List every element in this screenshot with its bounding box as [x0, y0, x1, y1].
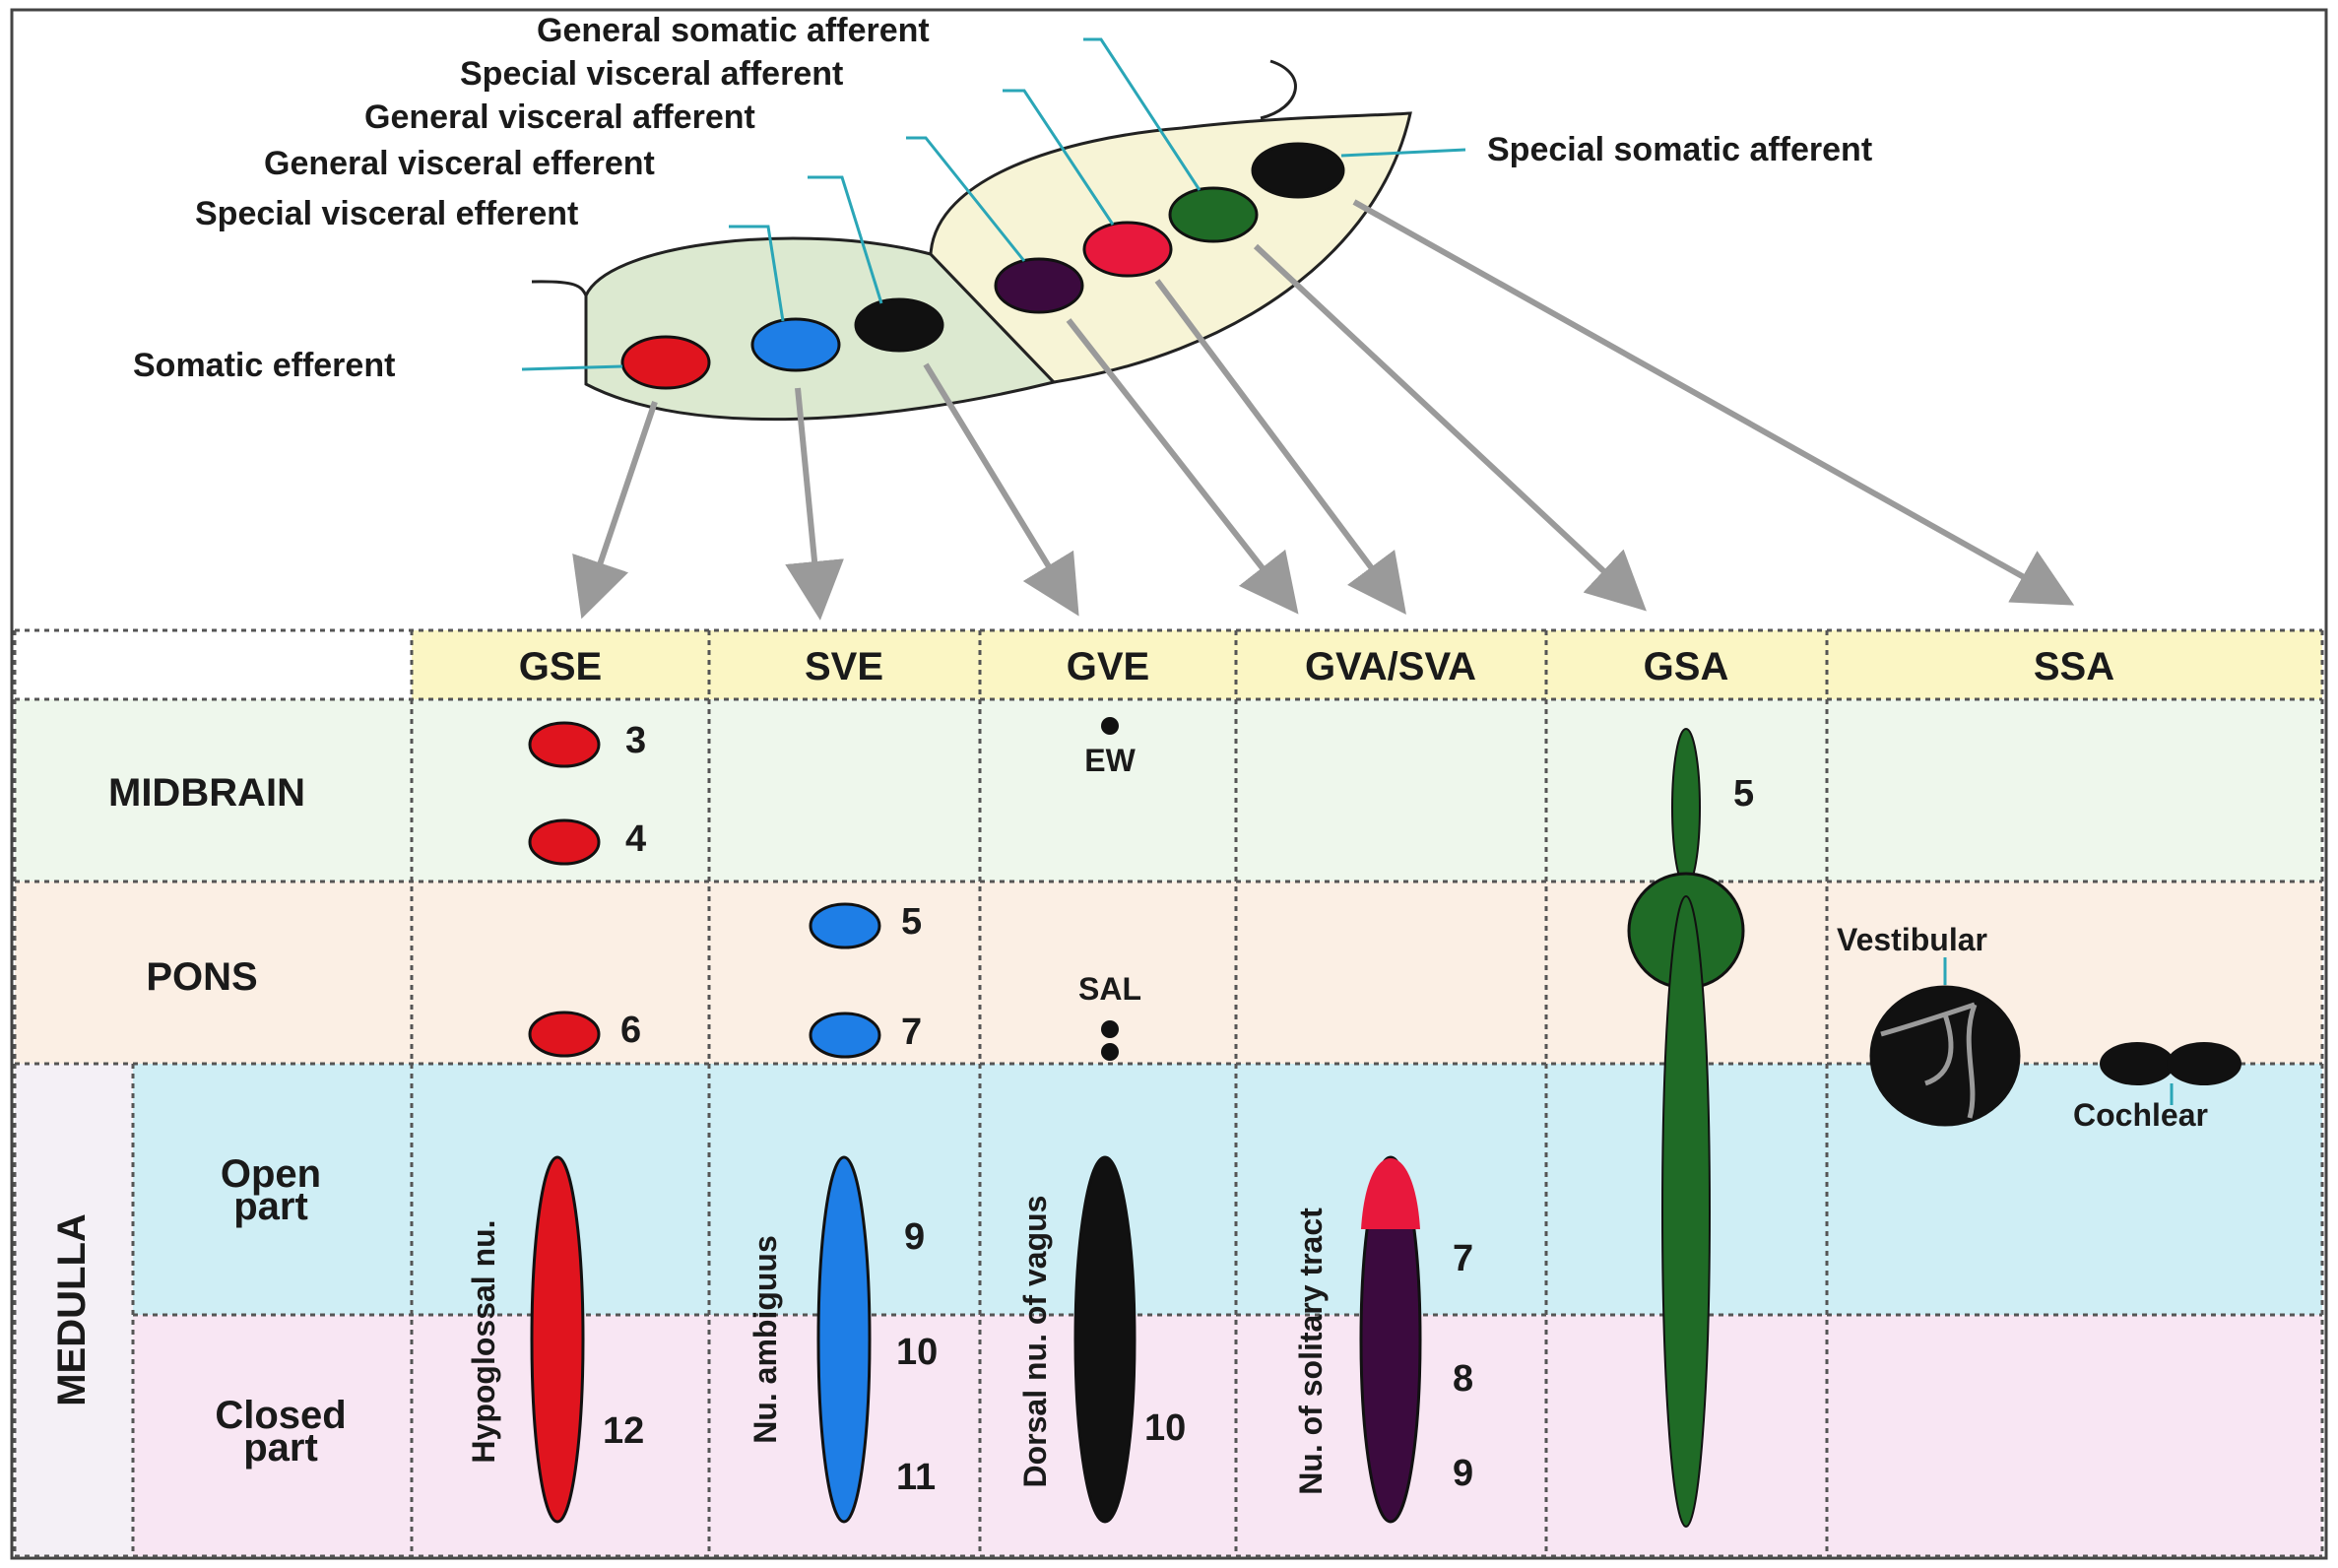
label-general-visceral-efferent: General visceral efferent — [264, 145, 655, 182]
leader-special-visceral-efferent — [729, 225, 785, 322]
gse-label-12: 12 — [603, 1410, 644, 1452]
gva-label-7: 7 — [1453, 1238, 1473, 1279]
gse-label-4: 4 — [625, 818, 646, 860]
label-somatic-efferent: Somatic efferent — [133, 347, 395, 384]
arrow-gsa — [1253, 243, 1647, 612]
row-label-open-1: Open — [221, 1152, 321, 1196]
special-visceral-efferent-nucleus — [750, 317, 841, 372]
row-label-pons: PONS — [146, 955, 257, 999]
header-ssa: SSA — [2034, 645, 2114, 688]
label-general-somatic-afferent: General somatic afferent — [537, 12, 930, 49]
special-visceral-afferent-nucleus — [1082, 221, 1173, 278]
sve-nucleus-5 — [809, 902, 881, 949]
header-gsa: GSA — [1644, 645, 1729, 688]
sve-label-9: 9 — [904, 1216, 925, 1258]
gse-label-6: 6 — [620, 1010, 641, 1051]
arrow-sva — [1154, 279, 1406, 616]
arrow-gve — [923, 362, 1079, 617]
leader-general-visceral-afferent — [906, 136, 1026, 262]
header-gve: GVE — [1067, 645, 1149, 688]
gve-label-ew: EW — [1084, 743, 1136, 778]
gve-label-sal: SAL — [1078, 971, 1141, 1007]
leader-general-visceral-efferent — [808, 175, 883, 304]
special-somatic-afferent-nucleus — [1251, 142, 1345, 199]
vestibular-subdivision-lines — [1880, 1002, 1978, 1119]
header-row-bg — [412, 630, 2322, 699]
sve-label-5: 5 — [901, 901, 922, 943]
solitary-tract-rostral-part — [1361, 1158, 1420, 1229]
ssa-label-cochlear: Cochlear — [2073, 1097, 2208, 1133]
label-general-visceral-afferent: General visceral afferent — [364, 98, 755, 136]
hypoglossal-nucleus — [530, 1155, 585, 1524]
trigeminal-spinal-nucleus — [1661, 895, 1711, 1528]
general-visceral-efferent-nucleus — [854, 297, 944, 353]
alar-curve-line — [1260, 59, 1297, 120]
sve-label-10: 10 — [896, 1332, 938, 1373]
gse-nucleus-6 — [528, 1011, 601, 1058]
sve-label-7: 7 — [901, 1012, 922, 1053]
medulla-closed-bg — [133, 1315, 2322, 1556]
solitary-tract-label: Nu. of solitary tract — [1293, 1208, 1329, 1495]
dorsal-nucleus-vagus — [1073, 1155, 1137, 1524]
arrow-gse — [572, 401, 658, 620]
hypoglossal-label: Hypoglossal nu. — [466, 1219, 501, 1463]
row-label-closed-1: Closed — [215, 1394, 346, 1437]
label-special-somatic-afferent: Special somatic afferent — [1487, 131, 1872, 168]
projection-arrows — [572, 199, 2075, 621]
gse-nucleus-4 — [528, 818, 601, 866]
basal-curve-line — [531, 280, 588, 296]
arrow-sve — [785, 387, 844, 621]
gse-label-3: 3 — [625, 720, 646, 761]
header-gva-sva: GVA/SVA — [1305, 645, 1476, 688]
leader-special-somatic-afferent — [1340, 148, 1466, 158]
outer-frame — [10, 8, 2328, 1560]
nuclei-table: GSE SVE GVE GVA/SVA GSA SSA MIDBRAIN PON… — [13, 628, 2324, 1558]
nucleus-ambiguus — [816, 1155, 872, 1524]
solitary-tract-nucleus — [1359, 1155, 1422, 1524]
leader-general-somatic-afferent — [1083, 37, 1201, 191]
label-special-visceral-efferent: Special visceral efferent — [195, 195, 578, 232]
cross-section: General somatic afferent Special viscera… — [133, 12, 2075, 621]
label-special-visceral-afferent: Special visceral afferent — [460, 55, 843, 93]
row-label-midbrain: MIDBRAIN — [108, 771, 305, 815]
general-somatic-afferent-nucleus — [1168, 186, 1259, 243]
vestibular-nucleus — [1869, 985, 2021, 1127]
sve-label-11: 11 — [896, 1457, 936, 1498]
row-label-medulla: MEDULLA — [50, 1213, 94, 1406]
row-label-closed-2: part — [243, 1426, 318, 1470]
salivatory-nucleus-lower — [1101, 1043, 1119, 1061]
arrow-gva — [1066, 318, 1299, 615]
leader-special-visceral-afferent — [1003, 89, 1115, 226]
gsa-label-5: 5 — [1733, 773, 1754, 815]
somatic-efferent-nucleus — [620, 335, 711, 390]
arrow-ssa — [1352, 199, 2075, 606]
edinger-westphal-nucleus — [1101, 717, 1119, 735]
nucleus-ambiguus-label: Nu. ambiguus — [747, 1235, 783, 1444]
medulla-label-bg — [15, 1064, 133, 1556]
midbrain-row-bg — [15, 699, 2322, 882]
header-sve: SVE — [805, 645, 883, 688]
row-label-open-2: part — [233, 1185, 308, 1228]
trigeminal-mesencephalic-nucleus — [1671, 728, 1701, 887]
salivatory-nucleus-upper — [1101, 1020, 1119, 1038]
cochlear-nucleus-dorsal — [2100, 1042, 2175, 1085]
leader-somatic-efferent — [521, 364, 623, 371]
gse-nucleus-3 — [528, 721, 601, 768]
sve-nucleus-7 — [809, 1012, 881, 1059]
cochlear-nucleus-ventral — [2167, 1042, 2241, 1085]
leader-lines — [521, 37, 1466, 371]
header-gse: GSE — [519, 645, 602, 688]
gva-label-9: 9 — [1453, 1453, 1473, 1494]
gve-label-10: 10 — [1144, 1407, 1186, 1449]
dorsal-nucleus-vagus-label: Dorsal nu. of vagus — [1017, 1196, 1053, 1488]
ssa-label-vestibular: Vestibular — [1837, 922, 1987, 957]
grid-lines — [13, 628, 2324, 1558]
gva-label-8: 8 — [1453, 1358, 1473, 1400]
general-visceral-afferent-nucleus — [994, 257, 1084, 314]
